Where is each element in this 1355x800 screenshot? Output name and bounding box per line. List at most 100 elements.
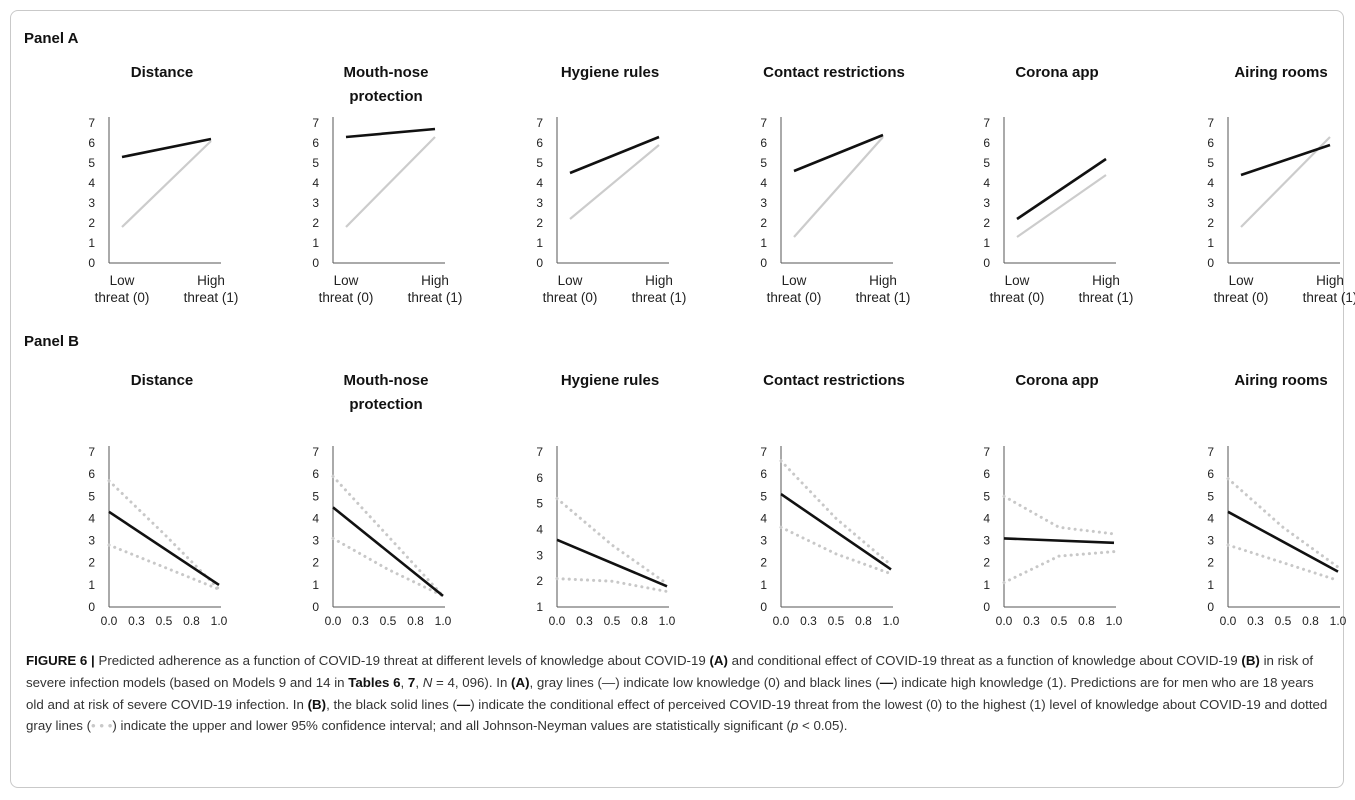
x-category-label: Low [1229, 273, 1254, 288]
y-tick-label: 1 [88, 236, 95, 250]
confidence-bound-line [1002, 550, 1116, 585]
y-tick-label: 5 [536, 497, 543, 511]
figure-panels: Panel A Panel B Distance 0 1 2 3 4 5 6 7 Low threa… [24, 30, 1355, 628]
y-tick-label: 3 [760, 196, 767, 210]
caption-text: in risk of severe infection models (base… [26, 653, 1314, 690]
y-tick-label: 4 [536, 176, 543, 190]
x-category-label: threat (1) [408, 290, 463, 305]
y-tick-label: 7 [760, 445, 767, 459]
x-tick-label: 0.5 [828, 614, 845, 628]
chart-title: Distance [131, 372, 194, 389]
caption-text: , gray lines (—) indicate low knowledge … [529, 674, 880, 690]
caption-text: Predicted adherence as a function of COV… [94, 653, 710, 668]
y-tick-label: 3 [536, 548, 543, 562]
x-category-label: Low [334, 273, 359, 288]
series-line-high-knowledge [345, 127, 436, 139]
y-tick-label: 3 [88, 196, 95, 210]
y-tick-label: 4 [88, 176, 95, 190]
y-tick-label: 4 [1207, 176, 1214, 190]
chart-a-5: Corona app 0 1 2 3 4 5 6 7 Low threat (0) High threa… [983, 64, 1133, 305]
y-tick-label: 7 [983, 445, 990, 459]
y-tick-label: 1 [1207, 578, 1214, 592]
x-category-label: threat (0) [319, 290, 374, 305]
chart-title: Mouth-nose [344, 64, 429, 81]
y-tick-label: 7 [1207, 116, 1214, 130]
confidence-bound-line [555, 497, 669, 586]
y-tick-label: 0 [88, 600, 95, 614]
caption-ref: (B) [1241, 653, 1260, 668]
caption-ref: (A) [511, 674, 530, 690]
series-line-low-knowledge [1240, 136, 1331, 228]
caption-black-dash: — [456, 696, 471, 712]
series-line-high-knowledge [569, 135, 660, 175]
chart-title: Hygiene rules [561, 372, 659, 389]
y-tick-label: 4 [1207, 511, 1214, 525]
y-tick-label: 1 [760, 578, 767, 592]
x-category-label: threat (0) [95, 290, 150, 305]
y-tick-label: 6 [536, 136, 543, 150]
chart-title: Contact restrictions [763, 372, 905, 389]
x-tick-label: 1.0 [659, 614, 676, 628]
caption-text: , [400, 674, 408, 690]
confidence-bound-line [1226, 543, 1340, 582]
y-tick-label: 0 [983, 600, 990, 614]
chart-b-3: Hygiene rules 1 2 3 4 5 6 7 0.0 0.3 0.5 0.8 1.0 [536, 372, 675, 628]
x-tick-label: 0.5 [1051, 614, 1068, 628]
x-category-label: threat (1) [632, 290, 687, 305]
x-category-label: threat (0) [990, 290, 1045, 305]
conditional-effect-line [332, 506, 444, 597]
confidence-bound-line [331, 474, 445, 598]
series-line-low-knowledge [569, 144, 660, 220]
caption-text: , the black solid lines ( [326, 696, 457, 712]
chart-title: Corona app [1015, 372, 1098, 389]
chart-title: Airing rooms [1234, 64, 1327, 81]
y-tick-label: 6 [312, 136, 319, 150]
y-tick-label: 1 [760, 236, 767, 250]
y-tick-label: 7 [536, 445, 543, 459]
conditional-effect-line [556, 538, 668, 588]
y-tick-label: 7 [1207, 445, 1214, 459]
y-tick-label: 6 [1207, 136, 1214, 150]
x-category-label: High [869, 273, 897, 288]
y-tick-label: 2 [312, 216, 319, 230]
y-tick-label: 2 [1207, 216, 1214, 230]
chart-a-6: Airing rooms 0 1 2 3 4 5 6 7 Low threat (0) High thr… [1207, 64, 1355, 305]
x-tick-label: 0.3 [128, 614, 145, 628]
panel-a-label: Panel A [24, 30, 79, 47]
caption-p: p [790, 718, 799, 734]
x-tick-label: 0.3 [1247, 614, 1264, 628]
y-tick-label: 0 [1207, 256, 1214, 270]
chart-title: Airing rooms [1234, 372, 1327, 389]
y-tick-label: 0 [536, 256, 543, 270]
x-category-label: threat (1) [856, 290, 911, 305]
chart-b-1: Distance 0 1 2 3 4 5 6 7 0.0 0.3 0.5 0.8 1.0 [88, 372, 227, 628]
y-tick-label: 1 [1207, 236, 1214, 250]
x-tick-label: 0.0 [101, 614, 118, 628]
x-category-label: threat (1) [1303, 290, 1355, 305]
x-tick-label: 1.0 [211, 614, 228, 628]
x-tick-label: 0.8 [1078, 614, 1095, 628]
x-tick-label: 0.8 [183, 614, 200, 628]
confidence-bound-line [779, 459, 893, 567]
x-tick-label: 1.0 [1106, 614, 1123, 628]
caption-text: and conditional effect of COVID-19 threa… [727, 653, 1242, 668]
y-tick-label: 7 [983, 116, 990, 130]
x-category-label: Low [558, 273, 583, 288]
caption-n: N [422, 674, 433, 690]
x-category-label: High [645, 273, 673, 288]
y-tick-label: 2 [536, 574, 543, 588]
y-tick-label: 5 [1207, 489, 1214, 503]
y-tick-label: 7 [312, 445, 319, 459]
chart-title: protection [349, 88, 422, 105]
y-tick-label: 1 [312, 236, 319, 250]
y-tick-label: 5 [983, 156, 990, 170]
chart-a-3: Hygiene rules 0 1 2 3 4 5 6 7 Low threat (0) High th… [536, 64, 686, 305]
y-tick-label: 6 [983, 467, 990, 481]
figure-caption: FIGURE 6 | Predicted adherence as a func… [26, 650, 1330, 737]
conditional-effect-line [108, 510, 220, 586]
figure-frame [10, 10, 1344, 788]
confidence-bound-line [107, 479, 221, 591]
y-tick-label: 2 [88, 556, 95, 570]
y-tick-label: 5 [312, 156, 319, 170]
x-tick-label: 0.0 [549, 614, 566, 628]
